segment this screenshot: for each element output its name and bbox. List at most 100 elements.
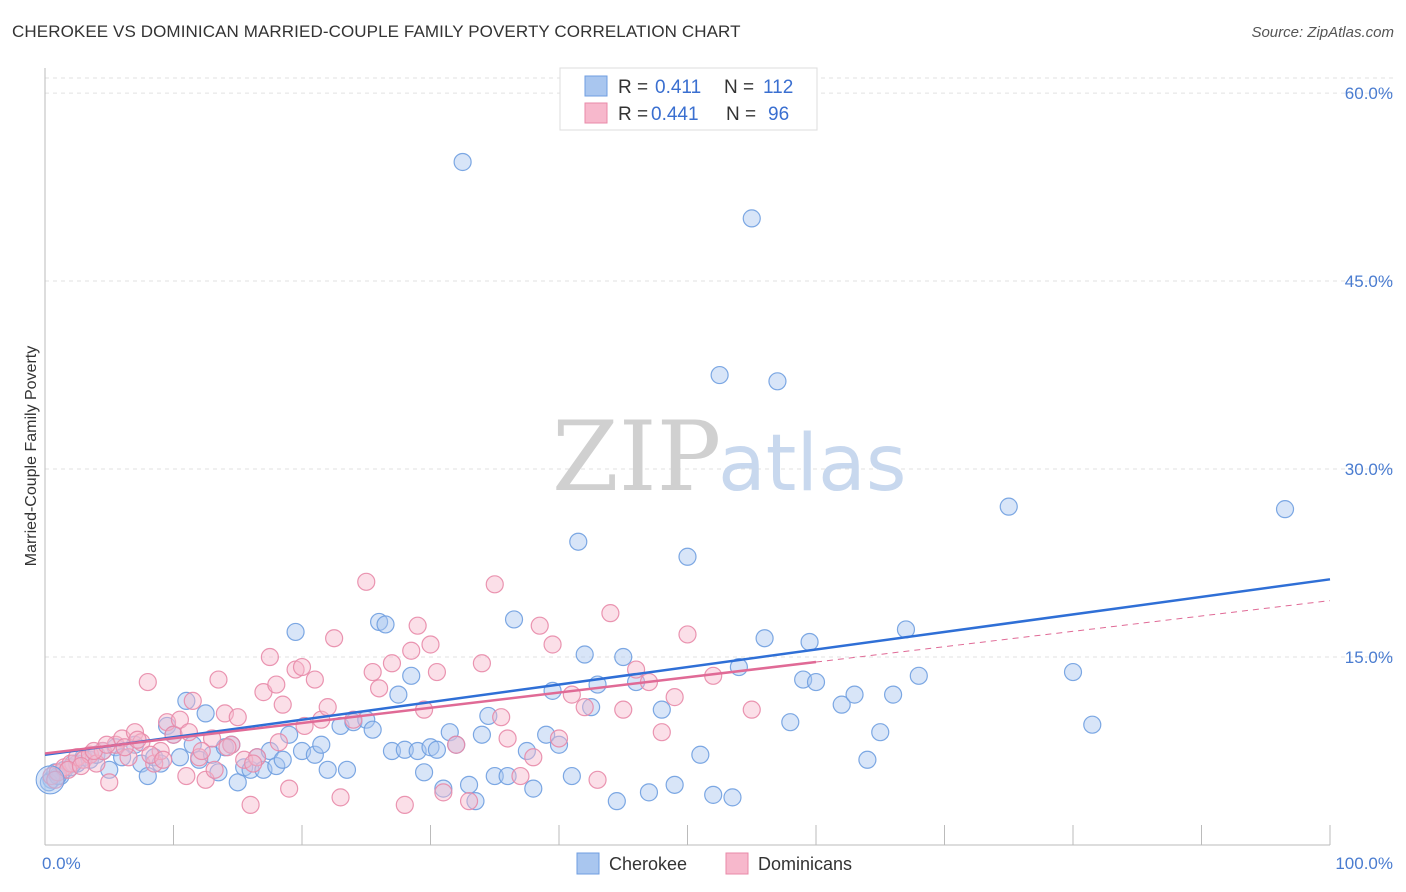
point-dominicans-35 <box>267 675 286 694</box>
point-dominicans-54 <box>421 635 440 654</box>
point-cherokee-75 <box>569 532 588 551</box>
point-cherokee-36 <box>273 750 292 769</box>
point-cherokee-82 <box>639 783 659 802</box>
legend: R = 0.411 N = 112 R = 0.441 N = 96 <box>559 67 818 131</box>
point-dominicans-19 <box>164 725 183 744</box>
point-cherokee-104 <box>909 666 928 685</box>
bottom-legend-swatch-dominicans <box>725 852 749 875</box>
point-cherokee-93 <box>768 372 787 391</box>
point-dominicans-40 <box>305 670 324 689</box>
legend-r-value-1: 0.411 <box>655 77 701 98</box>
bottom-legend-label-dominicans: Dominicans <box>758 854 852 874</box>
point-cherokee-96 <box>800 632 819 652</box>
point-cherokee-65 <box>479 706 498 726</box>
point-dominicans-22 <box>183 691 202 710</box>
bottom-legend-swatch-cherokee <box>576 852 600 875</box>
point-cherokee-98 <box>832 695 851 714</box>
point-dominicans-34 <box>260 647 279 667</box>
watermark-atlas: atlas <box>718 419 907 509</box>
point-dominicans-71 <box>601 604 620 623</box>
watermark: ZIP atlas <box>552 401 907 513</box>
point-dominicans-75 <box>652 723 671 742</box>
point-cherokee-77 <box>582 698 601 717</box>
trend-extrapolation-dominicans <box>815 600 1331 663</box>
point-cherokee-107 <box>1083 715 1102 734</box>
y-tick-label-3: 60.0% <box>1345 84 1393 103</box>
point-dominicans-36 <box>273 695 292 714</box>
point-dominicans-52 <box>408 616 427 635</box>
point-cherokee-50 <box>382 741 402 761</box>
point-cherokee-41 <box>312 735 331 754</box>
point-cherokee-53 <box>402 666 421 685</box>
point-dominicans-93 <box>244 754 263 773</box>
point-dominicans-37 <box>280 779 299 798</box>
point-dominicans-86 <box>128 730 147 749</box>
point-cherokee-83 <box>652 700 671 719</box>
point-cherokee-74 <box>562 766 581 786</box>
point-dominicans-51 <box>402 641 421 660</box>
point-dominicans-64 <box>524 748 543 767</box>
point-cherokee-29 <box>228 773 247 792</box>
point-cherokee-67 <box>498 766 517 786</box>
point-dominicans-57 <box>447 735 466 754</box>
point-cherokee-68 <box>504 610 524 629</box>
tick-labels: 15.0% 30.0% 45.0% 60.0% 0.0% 100.0% <box>42 84 1393 873</box>
point-dominicans-59 <box>472 654 491 673</box>
legend-swatch-dominicans <box>584 102 608 124</box>
trend-line-dominicans <box>44 660 817 755</box>
legend-n-value-2: 96 <box>768 104 789 125</box>
point-dominicans-65 <box>530 616 549 635</box>
point-dominicans-31 <box>241 795 260 814</box>
point-cherokee-76 <box>575 645 594 664</box>
point-dominicans-58 <box>459 792 479 811</box>
point-dominicans-63 <box>511 766 530 786</box>
point-cherokee-108 <box>1275 500 1295 519</box>
point-dominicans-79 <box>742 700 761 719</box>
legend-r-value-2: 0.441 <box>651 104 699 125</box>
point-dominicans-82 <box>71 756 91 776</box>
point-cherokee-84 <box>665 775 684 794</box>
point-cherokee-87 <box>704 785 723 804</box>
bottom-legend-label-cherokee: Cherokee <box>609 854 687 874</box>
y-tick-label-2: 45.0% <box>1345 272 1393 291</box>
point-dominicans-77 <box>678 625 697 644</box>
trend-line-cherokee <box>44 578 1331 757</box>
point-dominicans-48 <box>370 679 389 698</box>
point-dominicans-76 <box>665 688 684 707</box>
point-dominicans-68 <box>562 685 581 704</box>
point-cherokee-40 <box>305 745 324 764</box>
point-cherokee-105 <box>999 497 1018 516</box>
legend-n-label-2: N = <box>726 104 756 125</box>
point-dominicans-42 <box>318 698 337 717</box>
point-dominicans-39 <box>292 657 312 677</box>
point-cherokee-66 <box>485 766 504 786</box>
point-dominicans-9 <box>100 773 119 792</box>
point-dominicans-26 <box>209 670 228 689</box>
point-dominicans-94 <box>269 733 288 752</box>
point-cherokee-55 <box>414 763 434 782</box>
point-cherokee-57 <box>427 740 447 759</box>
x-tick-label-1: 100.0% <box>1335 854 1393 873</box>
point-cherokee-73 <box>549 735 569 754</box>
point-cherokee-97 <box>806 672 826 692</box>
x-tick-label-0: 0.0% <box>42 854 81 873</box>
point-dominicans-47 <box>363 662 382 682</box>
point-cherokee-52 <box>395 740 414 759</box>
point-dominicans-29 <box>228 708 247 727</box>
point-dominicans-43 <box>325 629 344 648</box>
trend-lines <box>44 578 1331 757</box>
point-dominicans-72 <box>614 700 633 719</box>
point-cherokee-20 <box>170 748 190 767</box>
y-tick-label-0: 15.0% <box>1345 648 1393 667</box>
point-cherokee-89 <box>723 788 742 807</box>
legend-r-label-1: R = <box>618 77 648 98</box>
point-dominicans-91 <box>205 760 224 779</box>
point-cherokee-102 <box>883 685 903 704</box>
point-dominicans-20 <box>170 710 190 729</box>
axes <box>44 68 1331 846</box>
point-cherokee-106 <box>1063 662 1083 682</box>
point-cherokee-94 <box>781 713 800 732</box>
point-dominicans-70 <box>588 770 607 789</box>
point-dominicans-55 <box>427 662 447 682</box>
point-cherokee-51 <box>389 685 408 704</box>
